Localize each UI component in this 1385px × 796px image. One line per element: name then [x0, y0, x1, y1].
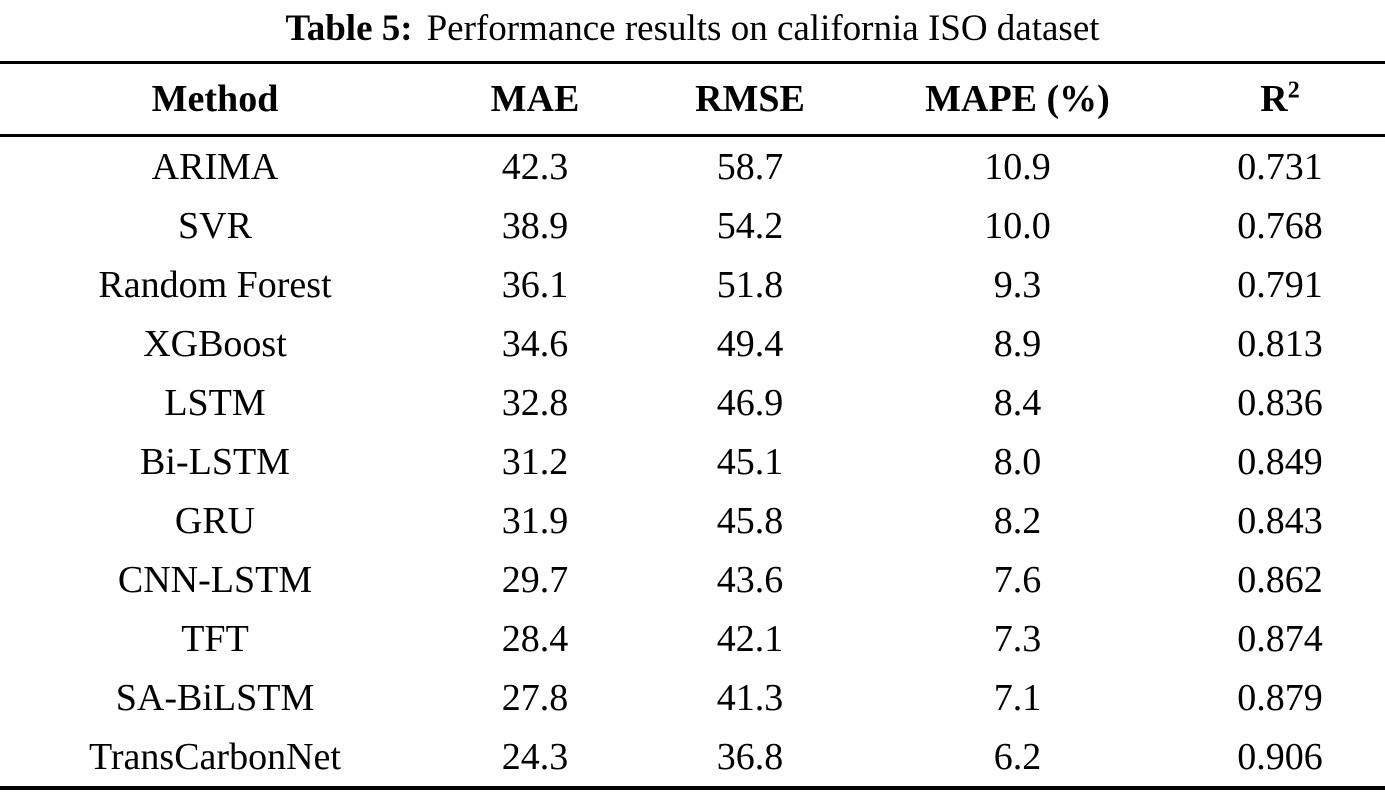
cell-rmse: 42.1	[716, 617, 784, 660]
table-row: SVR 38.9 54.2 10.0 0.768	[0, 196, 1385, 255]
cell-mae: 36.1	[501, 263, 569, 306]
results-table: Method MAE RMSE MAPE (%) R2 ARIMA 42.3 5…	[0, 61, 1385, 790]
cell-r2: 0.874	[1237, 617, 1323, 660]
r2-superscript: 2	[1287, 77, 1300, 104]
cell-r2: 0.813	[1237, 322, 1323, 365]
table-row: ARIMA 42.3 58.7 10.9 0.731	[0, 136, 1385, 197]
r2-base: R	[1260, 78, 1288, 120]
cell-rmse: 43.6	[716, 558, 784, 601]
cell-rmse: 49.4	[716, 322, 784, 365]
cell-mae: 32.8	[501, 381, 569, 424]
table-row: GRU 31.9 45.8 8.2 0.843	[0, 491, 1385, 550]
caption-label: Table 5:	[285, 8, 413, 49]
cell-r2: 0.836	[1237, 381, 1323, 424]
table-row: TFT 28.4 42.1 7.3 0.874	[0, 609, 1385, 668]
cell-mape: 8.0	[993, 440, 1042, 483]
table-row: SA-BiLSTM 27.8 41.3 7.1 0.879	[0, 668, 1385, 727]
cell-mae: 31.2	[501, 440, 569, 483]
col-header-mape: MAPE (%)	[860, 62, 1175, 137]
cell-r2: 0.791	[1237, 263, 1323, 306]
cell-mae: 34.6	[501, 322, 569, 365]
table-row: LSTM 32.8 46.9 8.4 0.836	[0, 373, 1385, 432]
cell-rmse: 46.9	[716, 381, 784, 424]
table-caption: Table 5: Performance results on californi…	[0, 0, 1385, 61]
cell-mae: 42.3	[501, 145, 569, 188]
table-row: XGBoost 34.6 49.4 8.9 0.813	[0, 314, 1385, 373]
caption-text: Performance results on california ISO da…	[426, 8, 1100, 49]
cell-method: LSTM	[164, 381, 266, 424]
cell-mape: 8.2	[993, 499, 1042, 542]
table-row: CNN-LSTM 29.7 43.6 7.6 0.862	[0, 550, 1385, 609]
cell-mape: 8.9	[993, 322, 1042, 365]
cell-method: ARIMA	[151, 145, 279, 188]
cell-r2: 0.906	[1237, 735, 1323, 778]
table-row: TransCarbonNet 24.3 36.8 6.2 0.906	[0, 727, 1385, 788]
cell-r2: 0.849	[1237, 440, 1323, 483]
cell-rmse: 58.7	[716, 145, 784, 188]
cell-method: SA-BiLSTM	[115, 676, 315, 719]
table-row: Random Forest 36.1 51.8 9.3 0.791	[0, 255, 1385, 314]
cell-mape: 10.0	[984, 204, 1051, 247]
cell-method: TFT	[181, 617, 249, 660]
cell-rmse: 51.8	[716, 263, 784, 306]
cell-rmse: 45.8	[716, 499, 784, 542]
col-header-method: Method	[0, 62, 430, 137]
cell-method: Bi-LSTM	[140, 440, 290, 483]
cell-mae: 24.3	[501, 735, 569, 778]
cell-rmse: 41.3	[716, 676, 784, 719]
cell-method: TransCarbonNet	[89, 735, 341, 778]
cell-r2: 0.843	[1237, 499, 1323, 542]
cell-mae: 28.4	[501, 617, 569, 660]
cell-r2: 0.731	[1237, 145, 1323, 188]
cell-mape: 7.3	[993, 617, 1042, 660]
col-header-mae: MAE	[430, 62, 640, 137]
cell-method: SVR	[178, 204, 252, 247]
cell-mae: 31.9	[501, 499, 569, 542]
cell-mae: 29.7	[501, 558, 569, 601]
cell-method: GRU	[174, 499, 256, 542]
col-header-rmse: RMSE	[640, 62, 860, 137]
cell-mape: 6.2	[993, 735, 1042, 778]
cell-r2: 0.862	[1237, 558, 1323, 601]
table-header-row: Method MAE RMSE MAPE (%) R2	[0, 62, 1385, 137]
cell-mape: 7.1	[993, 676, 1042, 719]
table-row: Bi-LSTM 31.2 45.1 8.0 0.849	[0, 432, 1385, 491]
cell-mape: 9.3	[993, 263, 1042, 306]
cell-mae: 38.9	[501, 204, 569, 247]
cell-method: XGBoost	[143, 322, 287, 365]
cell-method: Random Forest	[98, 263, 332, 306]
table-body: ARIMA 42.3 58.7 10.9 0.731 SVR 38.9 54.2…	[0, 136, 1385, 789]
cell-rmse: 36.8	[716, 735, 784, 778]
cell-rmse: 54.2	[716, 204, 784, 247]
cell-mape: 7.6	[993, 558, 1042, 601]
col-header-r2: R2	[1175, 62, 1385, 137]
cell-rmse: 45.1	[716, 440, 784, 483]
cell-mape: 10.9	[984, 145, 1051, 188]
cell-r2: 0.879	[1237, 676, 1323, 719]
cell-r2: 0.768	[1237, 204, 1323, 247]
cell-mape: 8.4	[993, 381, 1042, 424]
cell-method: CNN-LSTM	[117, 558, 313, 601]
cell-mae: 27.8	[501, 676, 569, 719]
